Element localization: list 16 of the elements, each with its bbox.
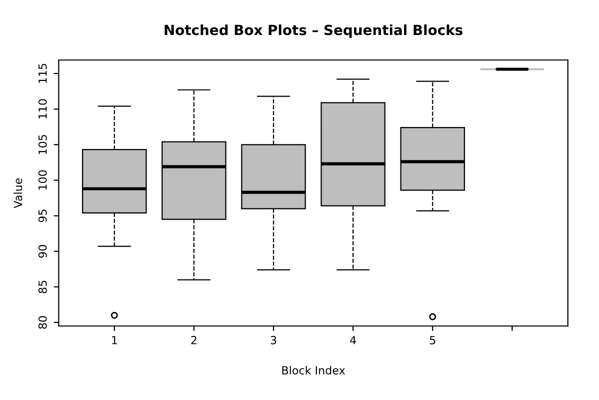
y-tick-label: 100 bbox=[38, 170, 47, 190]
y-tick-label: 90 bbox=[38, 244, 47, 258]
x-axis-title: Block Index bbox=[282, 366, 345, 375]
x-tick-label: 3 bbox=[270, 336, 276, 344]
y-tick-label: 95 bbox=[38, 210, 47, 222]
x-tick-label: 4 bbox=[350, 336, 356, 344]
chart-title: Notched Box Plots – Sequential Blocks bbox=[164, 24, 462, 38]
y-tick-label: 110 bbox=[38, 99, 47, 118]
x-tick-label: 2 bbox=[191, 336, 196, 344]
y-tick-label: 105 bbox=[38, 135, 47, 154]
y-axis-title: Value bbox=[14, 178, 22, 208]
x-tick-label: 5 bbox=[430, 336, 436, 344]
y-tick-label: 115 bbox=[38, 64, 47, 83]
y-tick-label: 85 bbox=[38, 280, 47, 294]
y-tick-label: 80 bbox=[38, 316, 47, 329]
x-tick-label: 1 bbox=[112, 336, 117, 344]
